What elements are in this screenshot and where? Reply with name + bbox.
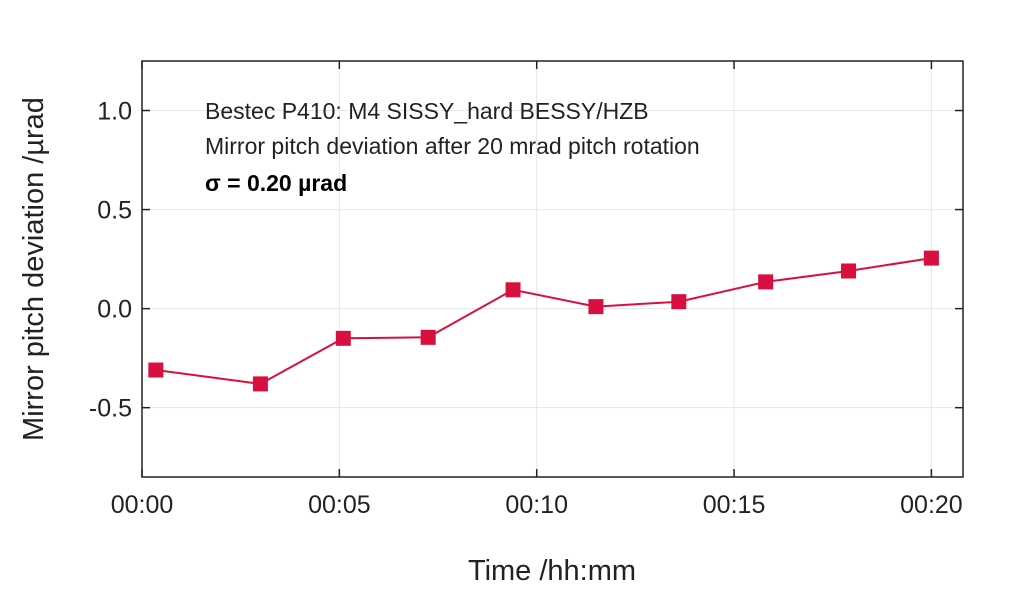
data-point-marker [335, 330, 351, 346]
data-point-marker [758, 274, 774, 290]
data-point-marker [148, 362, 164, 378]
plot-frame [141, 60, 964, 478]
axis-ticks: 00:00 00:05 00:10 00:15 00:20 1.0 0.5 0.0 -0.5 [89, 61, 963, 519]
data-point-marker [420, 329, 436, 345]
data-point-marker [588, 299, 604, 315]
x-tick-label: 00:20 [900, 491, 963, 519]
y-tick-label: 0.0 [97, 296, 132, 324]
annotation-line-2: Mirror pitch deviation after 20 mrad pit… [205, 133, 700, 159]
sigma-annotation: σ = 0.20 µrad [205, 170, 347, 196]
data-point-marker [841, 263, 857, 279]
annotation-line-1: Bestec P410: M4 SISSY_hard BESSY/HZB [205, 98, 649, 124]
data-point-marker [923, 250, 939, 266]
x-tick-label: 00:15 [703, 491, 766, 519]
y-tick-label: -0.5 [89, 395, 132, 423]
data-point-marker [252, 376, 268, 392]
x-tick-label: 00:00 [111, 491, 174, 519]
y-tick-label: 1.0 [97, 98, 132, 126]
series-line [155, 257, 932, 385]
x-axis-label: Time /hh:mm [468, 555, 636, 587]
grid-lines [141, 61, 963, 477]
data-point-marker [505, 282, 521, 298]
data-series [148, 250, 939, 392]
data-point-marker [671, 294, 687, 310]
x-tick-label: 00:05 [308, 491, 371, 519]
y-tick-label: 0.5 [97, 197, 132, 225]
y-axis-label: Mirror pitch deviation /µrad [18, 97, 50, 441]
x-tick-label: 00:10 [505, 491, 568, 519]
